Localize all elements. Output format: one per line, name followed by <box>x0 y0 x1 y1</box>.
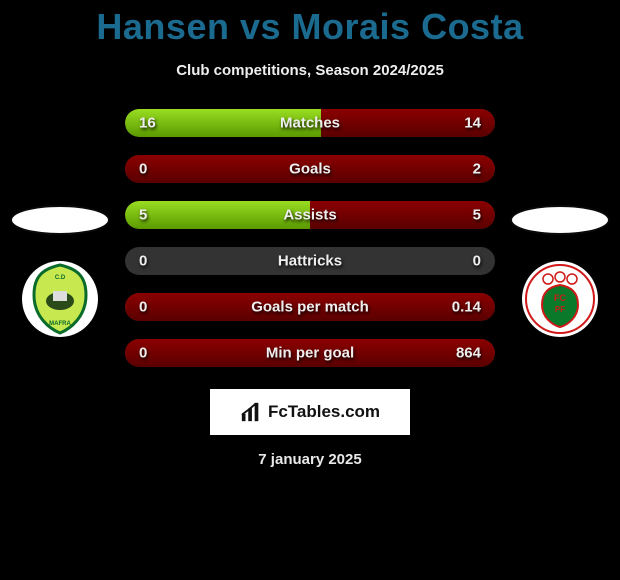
stat-right-value: 0.14 <box>452 299 481 316</box>
stat-left-value: 0 <box>139 345 147 362</box>
stat-left-value: 16 <box>139 115 156 132</box>
stat-row: 0 864 Min per goal <box>125 339 495 367</box>
stat-row: 16 14 Matches <box>125 109 495 137</box>
stat-row: 0 2 Goals <box>125 155 495 183</box>
left-player-side: C.D MAFRA <box>10 205 110 339</box>
brand-text: FcTables.com <box>268 402 380 422</box>
subtitle: Club competitions, Season 2024/2025 <box>0 62 620 79</box>
page-title: Hansen vs Morais Costa <box>0 0 620 48</box>
vs-text: vs <box>240 6 281 47</box>
svg-text:C.D: C.D <box>55 275 66 281</box>
player1-silhouette <box>10 205 110 235</box>
stat-right-fill <box>310 201 495 229</box>
stat-left-value: 0 <box>139 161 147 178</box>
stat-row: 0 0.14 Goals per match <box>125 293 495 321</box>
right-player-side: FC PF <box>510 205 610 339</box>
stat-left-value: 5 <box>139 207 147 224</box>
stat-right-value: 0 <box>473 253 481 270</box>
stat-left-value: 0 <box>139 299 147 316</box>
stat-right-value: 864 <box>456 345 481 362</box>
svg-text:FC: FC <box>554 293 566 303</box>
player1-club-badge: C.D MAFRA <box>20 259 100 339</box>
svg-text:PF: PF <box>555 305 565 314</box>
svg-text:MAFRA: MAFRA <box>49 321 71 327</box>
comparison-container: C.D MAFRA FC PF 16 14 Matches 0 2 Goals 5 5 Assi… <box>0 109 620 367</box>
stat-label: Matches <box>280 115 340 132</box>
stat-left-value: 0 <box>139 253 147 270</box>
stat-label: Assists <box>283 207 336 224</box>
stat-row: 0 0 Hattricks <box>125 247 495 275</box>
player2-silhouette <box>510 205 610 235</box>
stat-right-value: 5 <box>473 207 481 224</box>
stats-bars: 1614Matches02Goals55Assists00Hattricks00… <box>125 109 495 367</box>
stat-right-value: 2 <box>473 161 481 178</box>
brand-footer: FcTables.com <box>210 389 410 435</box>
player1-name: Hansen <box>96 6 229 47</box>
player2-club-badge: FC PF <box>520 259 600 339</box>
player2-name: Morais Costa <box>292 6 524 47</box>
brand-icon <box>240 401 262 423</box>
stat-row: 5 5 Assists <box>125 201 495 229</box>
stat-label: Goals per match <box>251 299 369 316</box>
stat-label: Min per goal <box>266 345 354 362</box>
stat-left-fill <box>125 201 310 229</box>
stat-label: Hattricks <box>278 253 342 270</box>
date-text: 7 january 2025 <box>0 451 620 468</box>
stat-label: Goals <box>289 161 331 178</box>
stat-right-value: 14 <box>464 115 481 132</box>
